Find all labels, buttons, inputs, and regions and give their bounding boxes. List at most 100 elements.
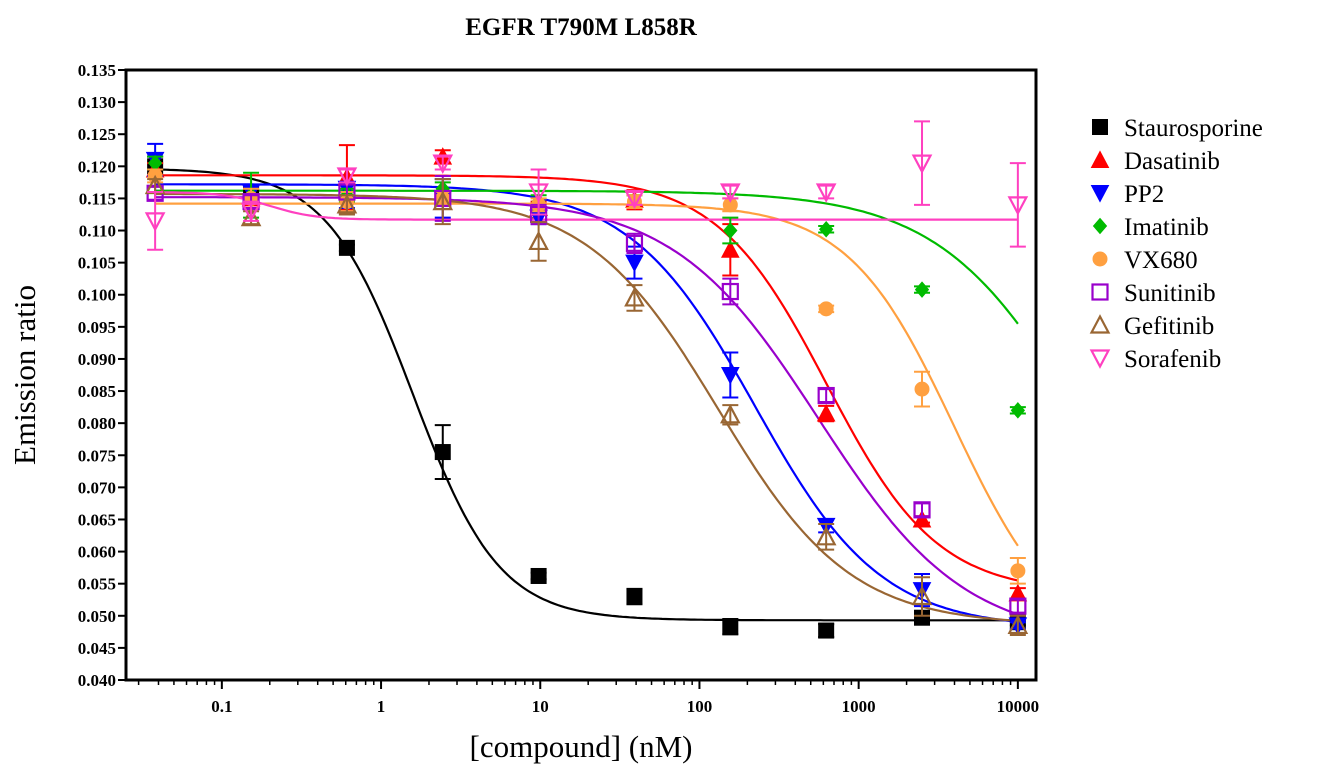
fit-curve-vx680 bbox=[155, 202, 1019, 547]
fit-curve-gefitinib bbox=[155, 192, 1018, 622]
legend-label-gefitinib: Gefitinib bbox=[1124, 313, 1214, 340]
fit-curve-sorafenib bbox=[155, 191, 1018, 221]
y-tick-label: 0.110 bbox=[79, 222, 116, 241]
plot-frame bbox=[124, 68, 1038, 682]
legend-marker-vx680 bbox=[1092, 251, 1108, 267]
legend-marker-sorafenib bbox=[1089, 349, 1111, 369]
x-tick-label: 10000 bbox=[997, 697, 1040, 716]
data-point-sorafenib bbox=[1007, 196, 1029, 216]
legend-label-vx680: VX680 bbox=[1124, 247, 1198, 274]
legend-marker-gefitinib bbox=[1089, 314, 1111, 334]
y-tick-label: 0.135 bbox=[78, 61, 116, 80]
data-point-imatinib bbox=[818, 220, 834, 238]
x-axis-label: [compound] (nM) bbox=[470, 729, 693, 764]
fit-curve-sunitinib bbox=[155, 196, 1019, 616]
legend-label-imatinib: Imatinib bbox=[1124, 214, 1209, 241]
data-point-imatinib bbox=[914, 281, 930, 298]
data-point-gefitinib bbox=[336, 193, 358, 214]
y-tick-label: 0.125 bbox=[78, 125, 116, 144]
fit-curve-dasatinib bbox=[155, 174, 1019, 582]
y-tick-label: 0.045 bbox=[78, 639, 116, 658]
data-point-dasatinib bbox=[912, 509, 932, 528]
x-tick-label: 10 bbox=[532, 697, 549, 716]
legend: Staurosporine Dasatinib PP2 Imatinib VX680 Su… bbox=[1089, 115, 1263, 373]
data-point-sunitinib bbox=[625, 234, 644, 252]
data-point-sorafenib bbox=[911, 154, 933, 174]
data-point-staurosporine bbox=[434, 444, 451, 461]
x-tick-label: 100 bbox=[687, 697, 713, 716]
y-tick-label: 0.040 bbox=[78, 671, 116, 690]
data-point-sunitinib bbox=[721, 282, 739, 301]
data-point-sorafenib bbox=[432, 154, 454, 174]
data-point-gefitinib bbox=[624, 287, 645, 307]
data-point-sorafenib bbox=[144, 212, 166, 232]
data-point-pp2 bbox=[720, 367, 740, 385]
data-point-pp2 bbox=[625, 254, 644, 273]
data-point-sunitinib bbox=[913, 501, 931, 519]
legend-marker-pp2 bbox=[1090, 185, 1110, 203]
y-tick-label: 0.130 bbox=[78, 93, 116, 112]
plot-area: 0.040 0.045 0.050 0.055 0.060 0.065 0.070 0.075… bbox=[78, 61, 1039, 716]
y-tick-label: 0.120 bbox=[78, 157, 116, 176]
y-tick-label: 0.100 bbox=[78, 286, 116, 305]
data-point-gefitinib bbox=[1007, 614, 1029, 635]
data-point-gefitinib bbox=[911, 585, 933, 606]
legend-marker-imatinib bbox=[1092, 217, 1108, 235]
data-point-sorafenib bbox=[719, 183, 741, 203]
data-point-gefitinib bbox=[815, 525, 837, 546]
data-point-gefitinib bbox=[240, 206, 262, 227]
x-tick-label: 0.1 bbox=[211, 697, 232, 716]
y-tick-label: 0.065 bbox=[78, 510, 116, 529]
data-point-staurosporine bbox=[722, 618, 739, 635]
data-point-staurosporine bbox=[626, 588, 643, 605]
legend-label-staurosporine: Staurosporine bbox=[1124, 115, 1263, 142]
fit-curve-imatinib bbox=[155, 189, 1019, 325]
data-point-staurosporine bbox=[338, 239, 355, 256]
fit-curve-pp2 bbox=[155, 183, 1019, 623]
data-point-dasatinib bbox=[816, 403, 836, 422]
data-point-sorafenib bbox=[528, 183, 549, 203]
data-point-sunitinib bbox=[1009, 597, 1027, 615]
y-tick-label: 0.105 bbox=[78, 254, 116, 273]
legend-label-pp2: PP2 bbox=[1124, 181, 1164, 208]
x-tick-label: 1000 bbox=[842, 697, 876, 716]
data-point-vx680 bbox=[818, 301, 834, 317]
data-point-sorafenib bbox=[624, 189, 645, 210]
y-tick-label: 0.070 bbox=[78, 478, 116, 497]
legend-marker-dasatinib bbox=[1090, 150, 1110, 168]
y-tick-label: 0.055 bbox=[78, 575, 116, 594]
data-point-imatinib bbox=[723, 222, 738, 239]
data-point-staurosporine bbox=[818, 622, 835, 639]
legend-label-dasatinib: Dasatinib bbox=[1124, 148, 1220, 175]
data-point-staurosporine bbox=[530, 567, 547, 584]
data-point-vx680 bbox=[914, 381, 930, 397]
y-tick-label: 0.115 bbox=[79, 189, 116, 208]
y-tick-label: 0.080 bbox=[78, 414, 116, 433]
data-point-gefitinib bbox=[719, 403, 741, 424]
legend-marker-staurosporine bbox=[1092, 119, 1108, 135]
data-point-sorafenib bbox=[815, 183, 837, 203]
y-tick-label: 0.075 bbox=[78, 446, 116, 465]
data-point-sorafenib bbox=[240, 202, 262, 223]
y-tick-label: 0.085 bbox=[78, 382, 116, 401]
x-tick-label: 1 bbox=[377, 697, 386, 716]
y-tick-label: 0.060 bbox=[78, 543, 116, 562]
y-axis-label: Emission ratio bbox=[7, 285, 42, 465]
data-point-gefitinib bbox=[432, 190, 454, 211]
data-point-sunitinib bbox=[817, 386, 835, 405]
data-point-vx680 bbox=[1010, 563, 1026, 579]
data-point-sorafenib bbox=[336, 167, 358, 187]
data-point-gefitinib bbox=[528, 230, 549, 251]
y-tick-label: 0.090 bbox=[78, 350, 116, 369]
chart-title: EGFR T790M L858R bbox=[465, 14, 697, 41]
legend-label-sorafenib: Sorafenib bbox=[1124, 346, 1221, 373]
data-point-dasatinib bbox=[720, 240, 740, 258]
fit-curve-staurosporine bbox=[155, 168, 1018, 622]
legend-marker-sunitinib bbox=[1091, 283, 1109, 301]
legend-label-sunitinib: Sunitinib bbox=[1124, 280, 1216, 307]
y-tick-label: 0.050 bbox=[78, 607, 116, 626]
y-tick-label: 0.095 bbox=[78, 318, 116, 337]
data-point-imatinib bbox=[1010, 402, 1026, 419]
